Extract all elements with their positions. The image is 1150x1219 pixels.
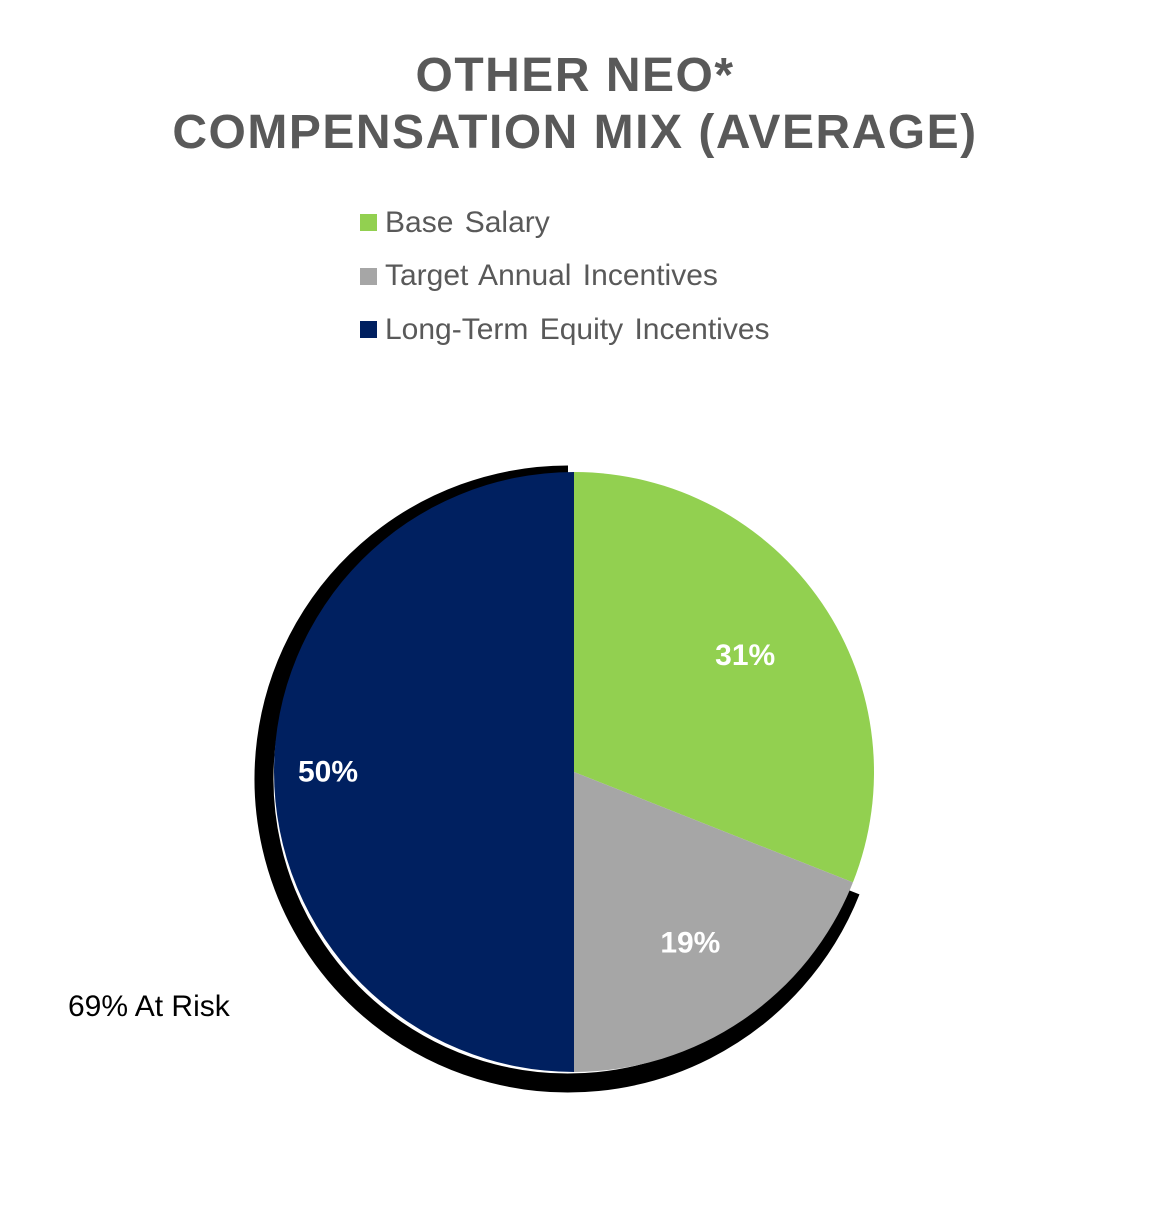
legend-swatch-target-annual-incentives bbox=[360, 267, 377, 285]
legend-swatch-base-salary bbox=[360, 214, 377, 232]
slice-label-base-salary: 31% bbox=[715, 639, 775, 672]
slice-label-long-term-equity-incentives: 50% bbox=[298, 756, 358, 789]
pie-slices bbox=[274, 472, 874, 1072]
legend-label-target-annual-incentives: Target Annual Incentives bbox=[385, 259, 718, 293]
chart-title-line-2: COMPENSATION MIX (AVERAGE) bbox=[172, 106, 978, 159]
legend-item-target-annual-incentives: Target Annual Incentives bbox=[360, 250, 770, 304]
pie-slice-long-term-equity-incentives bbox=[274, 472, 574, 1072]
legend-item-base-salary: Base Salary bbox=[360, 196, 770, 250]
legend-item-long-term-equity-incentives: Long-Term Equity Incentives bbox=[360, 303, 770, 357]
slice-label-target-annual-incentives: 19% bbox=[660, 927, 720, 960]
at-risk-outline bbox=[254, 465, 860, 1093]
chart-title-line-1: OTHER NEO* bbox=[415, 49, 735, 102]
pie-slice-target-annual-incentives bbox=[574, 772, 853, 1072]
at-risk-annotation: 69% At Risk bbox=[68, 990, 230, 1023]
pie-slice-labels: 31% 19% 50% bbox=[298, 639, 775, 960]
legend-swatch-long-term-equity-incentives bbox=[360, 321, 377, 339]
legend-label-long-term-equity-incentives: Long-Term Equity Incentives bbox=[385, 312, 770, 346]
chart-legend: Base Salary Target Annual Incentives Lon… bbox=[360, 196, 770, 357]
legend-label-base-salary: Base Salary bbox=[385, 205, 550, 239]
pie-slice-base-salary bbox=[574, 472, 874, 883]
